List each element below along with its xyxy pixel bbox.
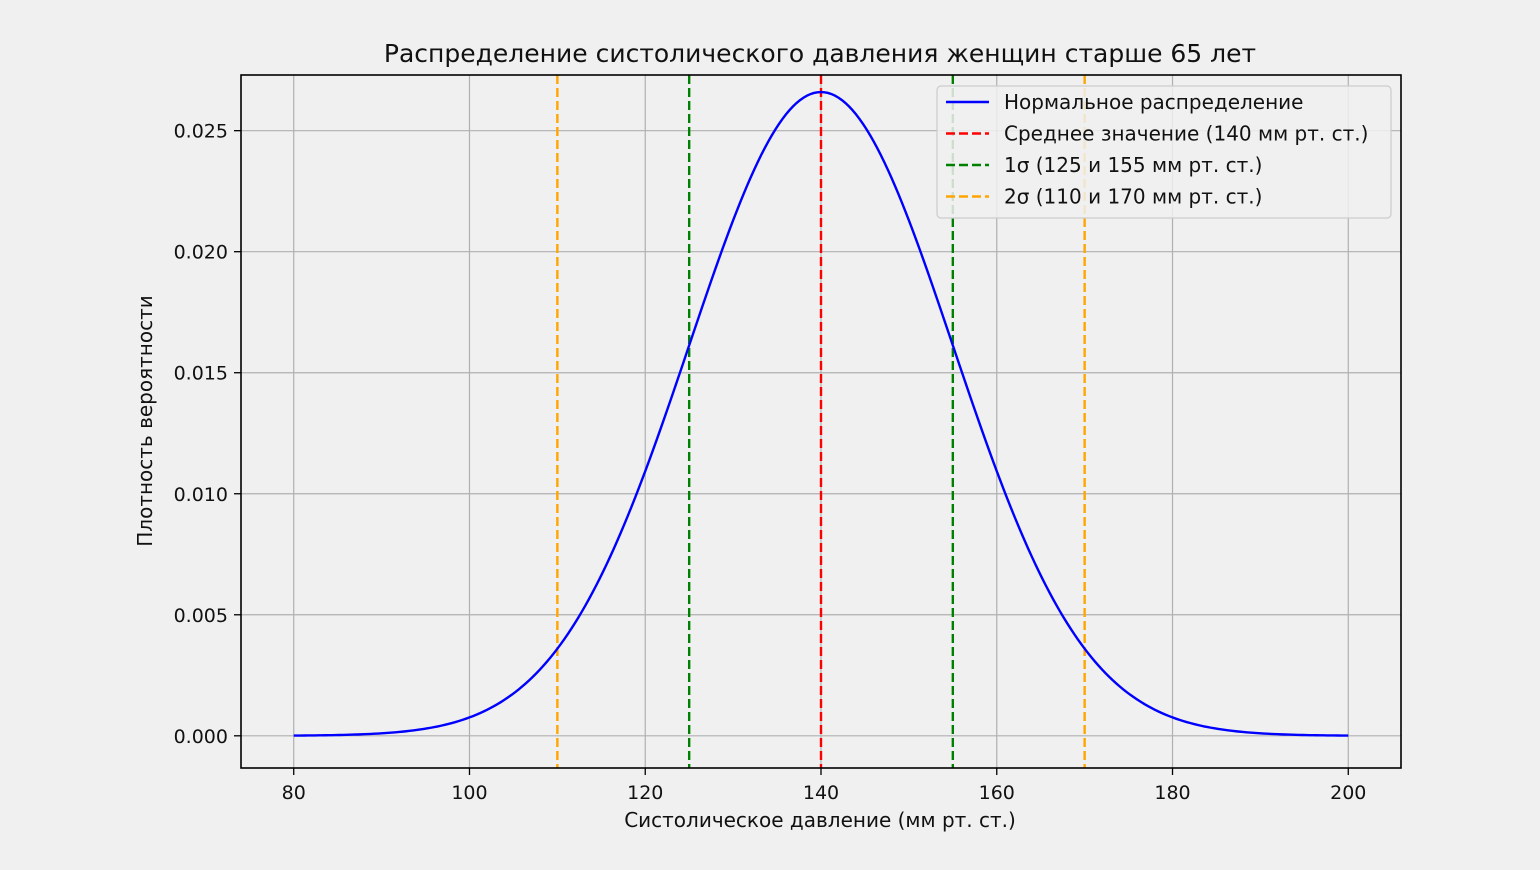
legend-label: 2σ (110 и 170 мм рт. ст.) bbox=[1004, 185, 1262, 209]
x-tick-label: 100 bbox=[451, 782, 487, 804]
x-tick-label: 120 bbox=[627, 782, 663, 804]
x-tick-label: 80 bbox=[282, 782, 306, 804]
legend-label: Нормальное распределение bbox=[1004, 90, 1303, 114]
y-tick-label: 0.020 bbox=[174, 242, 228, 264]
chart-title: Распределение систолического давления же… bbox=[384, 39, 1256, 68]
y-tick-label: 0.005 bbox=[174, 605, 228, 627]
y-axis-label: Плотность вероятности bbox=[133, 295, 157, 546]
series-layer bbox=[293, 90, 1349, 737]
x-tick-label: 160 bbox=[979, 782, 1015, 804]
y-tick-label: 0.025 bbox=[174, 121, 228, 143]
series-line bbox=[293, 90, 1349, 737]
legend-label: 1σ (125 и 155 мм рт. ст.) bbox=[1004, 153, 1262, 177]
legend: Нормальное распределение Среднее значение… bbox=[936, 85, 1392, 219]
x-tick-label: 200 bbox=[1330, 782, 1366, 804]
y-axis: 0.000 0.005 0.010 0.015 0.020 0.025 bbox=[174, 121, 241, 748]
y-tick-label: 0.015 bbox=[174, 363, 228, 385]
legend-label: Среднее значение (140 мм рт. ст.) bbox=[1004, 122, 1368, 146]
y-tick-label: 0.010 bbox=[174, 484, 228, 506]
y-tick-label: 0.000 bbox=[174, 726, 228, 748]
x-axis-label: Систолическое давление (мм рт. ст.) bbox=[624, 808, 1016, 832]
legend-box bbox=[936, 85, 1392, 219]
x-axis: 80 100 120 140 160 180 200 bbox=[282, 768, 1366, 804]
x-tick-label: 180 bbox=[1154, 782, 1190, 804]
x-tick-label: 140 bbox=[803, 782, 839, 804]
vline-layer bbox=[556, 75, 1086, 768]
